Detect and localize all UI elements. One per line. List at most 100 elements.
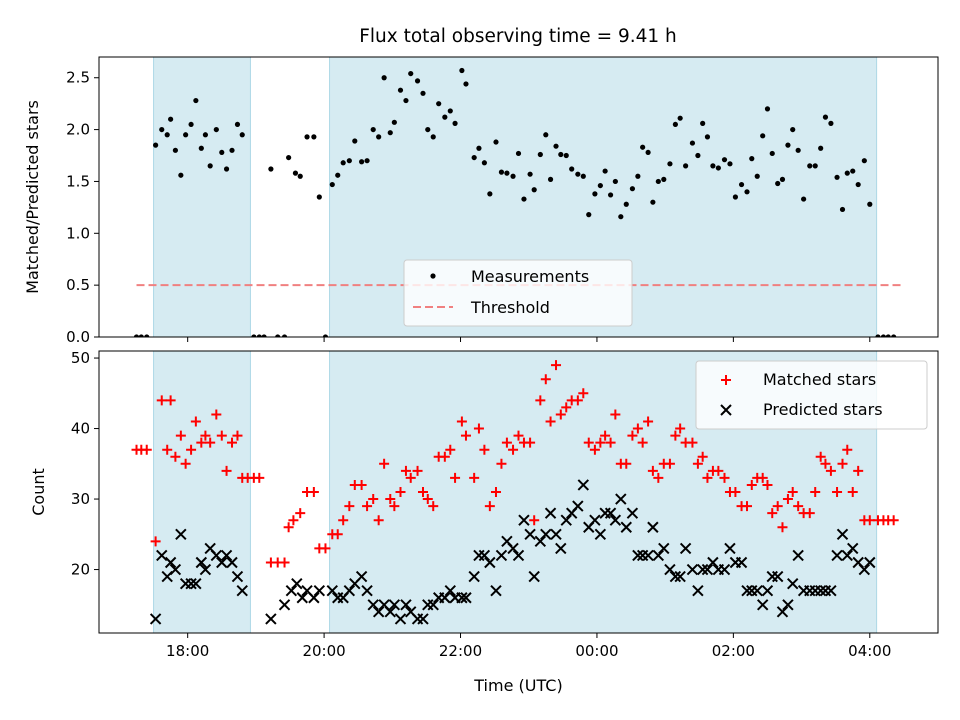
predicted-stars-point <box>647 521 659 533</box>
measurement-point <box>575 171 581 177</box>
predicted-stars-point <box>199 563 212 576</box>
measurement-point <box>504 170 510 176</box>
measurement-point <box>844 170 850 176</box>
predicted-stars-point <box>761 584 774 597</box>
matched-stars-point <box>632 423 643 434</box>
matched-stars-point <box>555 409 566 420</box>
measurement-point <box>510 173 516 179</box>
predicted-stars-point <box>735 556 748 569</box>
measurement-point <box>537 151 543 158</box>
measurement-point <box>471 154 477 161</box>
legend-marker-measurements <box>430 273 436 279</box>
matched-stars-point <box>422 494 433 505</box>
matched-stars-point <box>156 395 167 406</box>
measurement-point <box>655 178 661 185</box>
measurement-point <box>256 334 262 337</box>
predicted-stars-point <box>652 549 665 562</box>
matched-stars-point <box>150 536 161 547</box>
matched-stars-point <box>141 444 152 455</box>
matched-stars-point <box>815 451 826 462</box>
matched-stars-point <box>687 437 698 448</box>
measurement-point <box>340 160 346 166</box>
predicted-stars-point <box>707 556 719 569</box>
predicted-stars-point <box>664 563 676 576</box>
measurement-point <box>677 115 683 121</box>
measurement-point <box>391 119 397 125</box>
top-panel: 0.0 0.5 1.0 1.5 2.0 2.5 Matched/Predicted star… <box>23 56 939 346</box>
measurement-point <box>704 134 711 140</box>
matched-stars-point <box>572 395 583 406</box>
matched-stars-point <box>637 437 648 448</box>
measurement-point <box>710 163 716 169</box>
measurement-point <box>623 201 629 207</box>
x-tick-label: 02:00 <box>712 642 755 660</box>
matched-stars-point <box>583 437 594 448</box>
measurement-point <box>795 147 801 153</box>
matched-stars-point <box>165 395 176 406</box>
predicted-stars-point <box>831 549 843 562</box>
matched-stars-point <box>412 465 423 476</box>
measurement-point <box>527 171 533 177</box>
predicted-stars-point <box>609 514 622 526</box>
x-tick-label: 04:00 <box>848 642 891 660</box>
predicted-stars-point <box>468 570 480 583</box>
predicted-stars-point <box>701 563 714 576</box>
matched-stars-point <box>697 451 708 462</box>
predicted-stars-point <box>490 584 502 597</box>
matched-stars-point <box>853 465 864 476</box>
measurement-point <box>661 176 667 182</box>
matched-stars-point <box>653 472 664 483</box>
matched-stars-point <box>227 437 238 448</box>
predicted-stars-point <box>787 577 799 590</box>
matched-stars-point <box>847 487 858 497</box>
y-tick-label: 2.0 <box>66 121 90 139</box>
measurement-point <box>607 192 614 198</box>
predicted-stars-point <box>718 563 731 576</box>
matched-stars-point <box>589 444 600 455</box>
x-tick-label: 20:00 <box>302 642 345 660</box>
measurement-point <box>672 121 678 128</box>
measurement-point <box>839 206 846 213</box>
measurement-point <box>650 199 656 205</box>
matched-stars-point <box>627 430 638 441</box>
y-tick-label: 30 <box>71 490 90 508</box>
predicted-stars-point <box>771 570 784 583</box>
matched-stars-point <box>295 508 306 519</box>
measurement-point <box>580 173 586 179</box>
predicted-stars-point <box>696 563 709 576</box>
matched-stars-point <box>730 487 741 497</box>
measurement-point <box>822 114 829 120</box>
matched-stars-point <box>400 465 411 476</box>
measurement-point <box>239 132 245 138</box>
matched-stars-point <box>643 416 654 427</box>
matched-stars-point <box>513 430 524 441</box>
matched-stars-point <box>713 465 724 476</box>
matched-stars-point <box>162 444 173 455</box>
measurement-point <box>268 166 274 172</box>
matched-stars-point <box>664 458 675 469</box>
matched-stars-point <box>501 437 512 448</box>
predicted-stars-point <box>460 592 472 604</box>
measurement-point <box>183 132 189 138</box>
predicted-stars-point <box>495 549 508 562</box>
matched-stars-point <box>767 508 778 519</box>
measurement-point <box>178 172 184 178</box>
predicted-stars-point <box>343 584 356 597</box>
measurement-point <box>635 173 641 179</box>
measurement-point <box>138 334 144 337</box>
predicted-stars-point <box>507 542 519 555</box>
predicted-stars-point <box>484 556 496 569</box>
predicted-stars-point <box>589 514 601 526</box>
measurement-point <box>891 334 897 337</box>
y-tick-label: 0.5 <box>66 276 90 294</box>
measurement-point <box>168 116 174 122</box>
predicted-stars-point <box>478 549 491 562</box>
predicted-stars-point <box>361 584 373 597</box>
legend-label: Threshold <box>470 298 550 317</box>
measurement-point <box>493 139 499 145</box>
predicted-stars-point <box>185 577 197 590</box>
legend-label: Measurements <box>471 267 589 286</box>
matched-stars-point <box>460 430 471 441</box>
measurement-point <box>885 334 891 337</box>
